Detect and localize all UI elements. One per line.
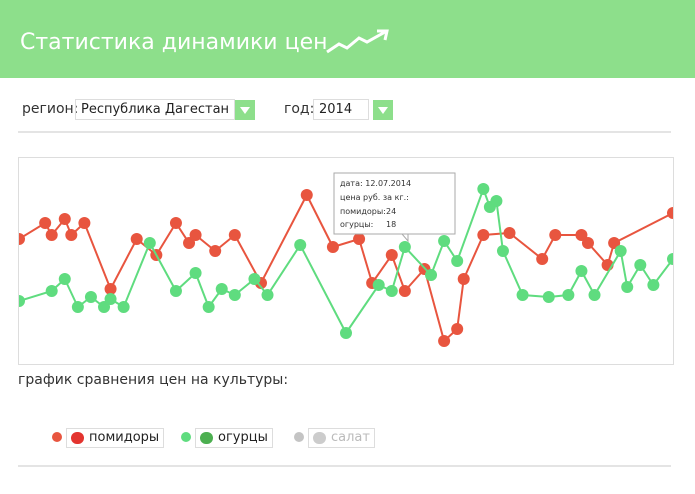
data-point — [169, 217, 182, 229]
data-point — [228, 229, 241, 241]
data-point — [353, 233, 366, 245]
tooltip-text: цена руб. за кг.: — [340, 193, 409, 202]
region-label: регион: — [22, 101, 79, 117]
data-point — [451, 255, 464, 267]
legend-icon — [200, 432, 213, 444]
data-point — [516, 289, 529, 301]
data-point — [496, 245, 509, 257]
legend-icon — [313, 432, 326, 444]
year-dropdown[interactable] — [373, 100, 393, 120]
data-point — [575, 265, 588, 277]
divider — [18, 131, 671, 133]
data-point — [614, 245, 627, 257]
data-point — [228, 289, 241, 301]
data-point — [189, 267, 202, 279]
data-point — [385, 285, 398, 297]
legend-marker — [294, 432, 304, 442]
legend-toggle[interactable]: салат — [308, 428, 375, 448]
divider — [18, 465, 671, 467]
data-point — [294, 239, 307, 251]
legend-toggle[interactable]: огурцы — [195, 428, 273, 448]
data-point — [536, 253, 549, 265]
data-point — [477, 229, 490, 241]
data-point — [575, 229, 588, 241]
year-label: год: — [284, 101, 315, 117]
data-point — [300, 189, 313, 201]
data-point — [71, 301, 84, 313]
tooltip-text: огурцы: — [340, 220, 373, 229]
data-point — [45, 229, 58, 241]
data-point — [58, 273, 71, 285]
data-point — [667, 253, 673, 265]
data-point — [39, 217, 52, 229]
data-point — [248, 273, 261, 285]
tooltip-text: 24 — [386, 207, 396, 216]
data-point — [104, 283, 117, 295]
data-point — [183, 237, 196, 249]
data-point — [588, 289, 601, 301]
series-line — [19, 192, 673, 343]
data-point — [326, 241, 339, 253]
data-point — [169, 285, 182, 297]
data-point — [215, 283, 228, 295]
data-point — [503, 227, 516, 239]
data-point — [202, 301, 215, 313]
tooltip-text: дата: 12.07.2014 — [340, 179, 411, 188]
chart: дата: 12.07.2014 цена руб. за кг.: помидор… — [18, 157, 674, 365]
data-point — [45, 285, 58, 297]
data-point — [667, 207, 673, 219]
data-point — [209, 245, 222, 257]
data-point — [542, 291, 555, 303]
data-point — [117, 301, 130, 313]
data-point — [581, 237, 594, 249]
data-point — [457, 273, 470, 285]
data-point — [143, 237, 156, 249]
data-point — [19, 233, 25, 245]
data-point — [84, 291, 97, 303]
data-point — [621, 281, 634, 293]
header: Статистика динамики цен — [0, 0, 695, 78]
data-point — [425, 269, 438, 281]
data-point — [608, 237, 621, 249]
data-point — [19, 295, 25, 307]
data-point — [438, 335, 451, 347]
tooltip-text: помидоры: — [340, 207, 386, 216]
trend-icon — [326, 29, 389, 54]
data-point — [78, 217, 91, 229]
data-point — [634, 259, 647, 271]
page-title: Статистика динамики цен — [20, 30, 328, 55]
tooltip-pointer — [400, 233, 409, 243]
data-point — [104, 293, 117, 305]
legend-toggle[interactable]: помидоры — [66, 428, 165, 448]
legend-icon — [71, 432, 84, 444]
data-point — [189, 229, 202, 241]
data-point — [58, 213, 71, 225]
data-point — [98, 301, 111, 313]
data-point — [490, 195, 503, 207]
data-point — [398, 241, 411, 253]
data-point — [477, 183, 490, 195]
legend-marker — [52, 432, 62, 442]
data-point — [398, 285, 411, 297]
data-point — [385, 249, 398, 261]
tooltip-text: 18 — [386, 220, 396, 229]
chart-caption: график сравнения цен на культуры: — [18, 372, 289, 388]
data-point — [451, 323, 464, 335]
data-point — [647, 279, 660, 291]
data-point — [438, 235, 451, 247]
data-point — [130, 233, 143, 245]
data-point — [261, 289, 274, 301]
data-point — [549, 229, 562, 241]
tooltip: дата: 12.07.2014 цена руб. за кг.: помидор… — [333, 172, 456, 243]
data-point — [340, 327, 352, 339]
year-select[interactable]: 2014 — [313, 99, 369, 120]
data-point — [562, 289, 575, 301]
data-point — [65, 229, 78, 241]
region-select[interactable]: Республика Дагестан — [75, 99, 236, 120]
legend-marker — [181, 432, 191, 442]
tooltip-box — [333, 172, 456, 235]
region-dropdown[interactable] — [235, 100, 255, 120]
data-point — [372, 279, 385, 291]
